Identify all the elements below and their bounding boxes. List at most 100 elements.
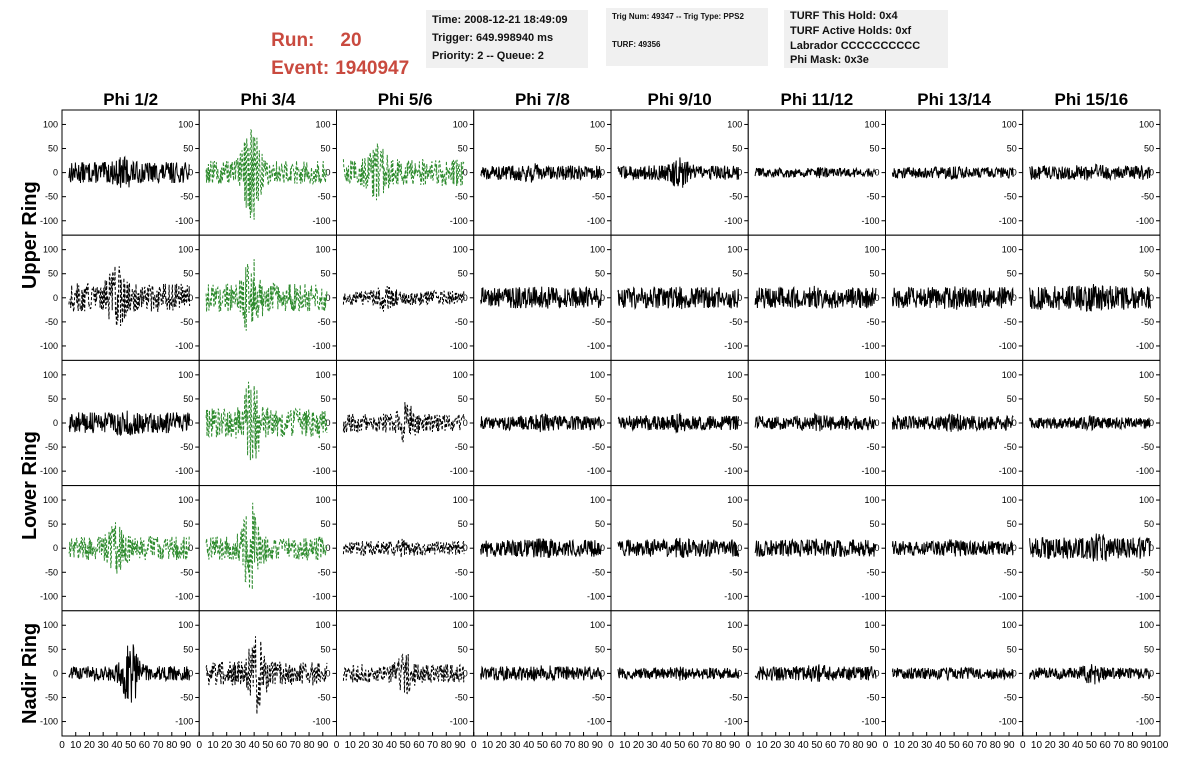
y-tick-label: -100 [861,216,879,226]
trig-info-box: Trig Num: 49347 -- Trig Type: PPS2 TURF:… [606,8,768,66]
y-tick-label: 50 [732,144,742,154]
waveform-trace [205,129,328,220]
y-tick-label: 0 [1012,418,1017,428]
x-tick-label: 70 [564,740,576,751]
y-tick-label: 0 [463,293,468,303]
waveform-panel: -100 -50 0 50 100 [610,485,749,612]
y-tick-label: 50 [183,269,193,279]
y-tick-label: 50 [1144,519,1154,529]
y-tick-label: -100 [999,216,1017,226]
waveform-trace [68,644,191,703]
y-tick-label: -100 [724,466,742,476]
waveform-panel: -100 -50 0 50 100 [1022,109,1161,236]
x-tick-label: 10 [619,740,631,751]
y-tick-label: -50 [592,567,605,577]
y-tick-label: -50 [729,442,742,452]
y-tick-label: 0 [1149,543,1154,553]
x-tick-label: 80 [303,740,315,751]
y-tick-label: 50 [320,519,330,529]
waveform-trace [480,285,602,309]
y-tick-label: -50 [1004,317,1017,327]
y-tick-label: -50 [45,192,58,202]
y-tick-label: 50 [595,394,605,404]
x-tick-label: 30 [1058,740,1070,751]
y-tick-label: 100 [1002,495,1017,505]
x-tick-label: 40 [1072,740,1084,751]
y-tick-label: 50 [1144,394,1154,404]
x-tick-label: 20 [770,740,782,751]
waveform-trace [1029,414,1151,432]
y-tick-label: 100 [178,620,193,630]
y-tick-label: 100 [590,620,605,630]
y-tick-label: -100 [1136,717,1154,727]
y-tick-label: -100 [587,466,605,476]
y-tick-label: 50 [595,269,605,279]
y-tick-label: 0 [874,168,879,178]
y-tick-label: 100 [1139,620,1154,630]
y-tick-label: -100 [450,591,468,601]
y-tick-label: 50 [458,519,468,529]
y-tick-label: 50 [458,144,468,154]
y-tick-label: -100 [312,341,330,351]
waveform-trace [342,402,465,443]
y-tick-label: 50 [48,519,58,529]
x-tick-label: 50 [1086,740,1098,751]
x-tick-label: 50 [537,740,549,751]
y-tick-label: 100 [315,245,330,255]
y-tick-label: -100 [175,341,193,351]
x-tick-label: 40 [523,740,535,751]
y-tick-label: 50 [732,269,742,279]
y-tick-label: 0 [1149,418,1154,428]
waveform-trace [68,266,191,327]
y-tick-label: -100 [312,717,330,727]
waveform-panel: -100 -50 0 50 100 [473,109,612,236]
y-tick-label: 0 [53,168,58,178]
x-tick-label: 70 [427,740,439,751]
x-tick-label: 0 [1020,740,1026,751]
y-tick-label: 0 [600,668,605,678]
y-tick-label: 100 [315,495,330,505]
waveform-trace [68,155,191,188]
y-tick-label: 100 [1139,245,1154,255]
run-label-text: Run: [271,30,315,51]
y-tick-label: -50 [866,692,879,702]
waveform-trace [342,538,465,558]
y-tick-label: -100 [450,216,468,226]
y-tick-label: 0 [600,168,605,178]
x-tick-label: 30 [98,740,110,751]
x-tick-label: 90 [592,740,604,751]
y-tick-label: 100 [453,620,468,630]
x-tick-label: 50 [400,740,412,751]
waveform-panel: -100 -100 -50 -50 0 0 50 50 100 100 [40,234,200,361]
y-tick-label: 0 [53,418,58,428]
waveform-panel: -100 -100 -50 -50 0 0 50 50 100 100 [40,485,200,612]
x-tick-label: 70 [153,740,165,751]
x-tick-label: 70 [976,740,988,751]
waveform-trace [68,410,191,437]
waveform-panel: -100 -50 0 50 100 [473,485,612,612]
x-tick-label: 80 [990,740,1002,751]
waveform-trace [205,259,328,331]
y-tick-label: 100 [178,370,193,380]
y-tick-label: 100 [178,245,193,255]
y-tick-label: 50 [595,644,605,654]
waveform-panel: -100 -50 0 50 100 [747,109,886,236]
y-tick-label: 50 [595,144,605,154]
y-tick-label: -50 [866,567,879,577]
x-tick-label: 40 [111,740,123,751]
x-tick-label: 10 [756,740,768,751]
y-tick-label: 50 [1144,144,1154,154]
y-tick-label: -100 [587,591,605,601]
x-tick-label: 30 [235,740,247,751]
row-label: Nadir Ring [19,623,41,724]
y-tick-label: -50 [45,567,58,577]
y-tick-label: -100 [40,466,58,476]
phi-mask-line: Phi Mask: 0x3e [790,54,869,66]
x-tick-label: 20 [1045,740,1057,751]
y-tick-label: -50 [455,567,468,577]
y-tick-label: 100 [1002,370,1017,380]
time-line: Time: 2008-12-21 18:49:09 [432,14,568,26]
x-tick-label: 60 [962,740,974,751]
